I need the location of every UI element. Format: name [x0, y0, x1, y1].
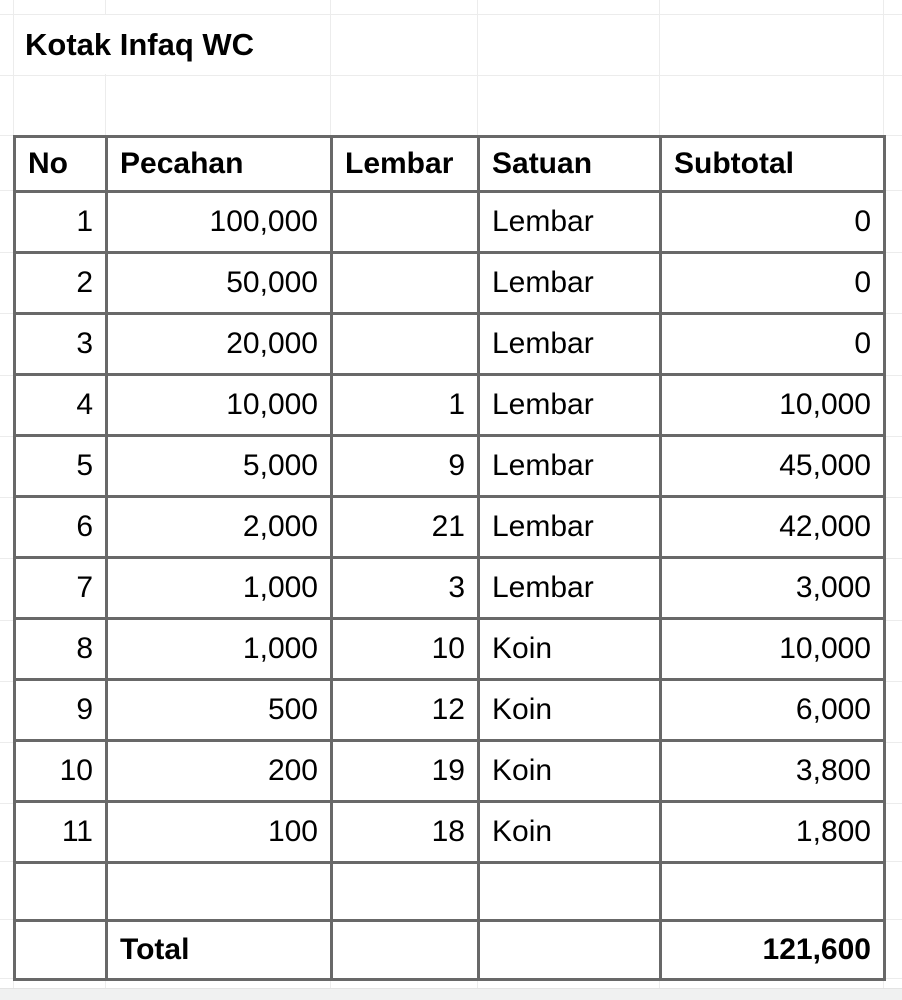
cell-subtotal[interactable]: 3,800 — [659, 739, 886, 803]
col-header-lembar[interactable]: Lembar — [330, 135, 480, 193]
cell-no[interactable]: 3 — [13, 312, 108, 376]
cell-pecahan[interactable]: 20,000 — [105, 312, 333, 376]
cell-satuan[interactable]: Lembar — [477, 251, 662, 315]
cell-pecahan[interactable]: 100 — [105, 800, 333, 864]
table-row: 8 1,000 10 Koin 10,000 — [13, 617, 886, 681]
table-row: 2 50,000 Lembar 0 — [13, 251, 886, 315]
cell-subtotal[interactable]: 45,000 — [659, 434, 886, 498]
cell-empty[interactable] — [13, 861, 108, 922]
cell-satuan[interactable]: Lembar — [477, 190, 662, 254]
cell-subtotal[interactable]: 42,000 — [659, 495, 886, 559]
cell-no[interactable]: 9 — [13, 678, 108, 742]
cell-lembar[interactable] — [330, 251, 480, 315]
cell-satuan[interactable]: Lembar — [477, 556, 662, 620]
cell-no[interactable]: 1 — [13, 190, 108, 254]
cell-lembar[interactable]: 3 — [330, 556, 480, 620]
cell-no[interactable]: 7 — [13, 556, 108, 620]
cell-lembar[interactable]: 12 — [330, 678, 480, 742]
cell-satuan[interactable]: Lembar — [477, 495, 662, 559]
cell-empty[interactable] — [13, 919, 108, 981]
cell-no[interactable]: 2 — [13, 251, 108, 315]
cell-satuan[interactable]: Koin — [477, 739, 662, 803]
table-row: 10 200 19 Koin 3,800 — [13, 739, 886, 803]
cell-subtotal[interactable]: 0 — [659, 190, 886, 254]
gridline — [0, 75, 902, 76]
cell-subtotal[interactable]: 6,000 — [659, 678, 886, 742]
cell-lembar[interactable]: 1 — [330, 373, 480, 437]
cell-subtotal[interactable]: 10,000 — [659, 373, 886, 437]
cell-subtotal[interactable]: 1,800 — [659, 800, 886, 864]
table-row-empty — [13, 861, 886, 922]
sheet-bottom-edge — [0, 988, 902, 1000]
cell-pecahan[interactable]: 1,000 — [105, 617, 333, 681]
table-row: 6 2,000 21 Lembar 42,000 — [13, 495, 886, 559]
col-header-pecahan[interactable]: Pecahan — [105, 135, 333, 193]
cell-empty[interactable] — [330, 919, 480, 981]
table-row: 7 1,000 3 Lembar 3,000 — [13, 556, 886, 620]
cell-empty[interactable] — [477, 861, 662, 922]
cell-lembar[interactable]: 10 — [330, 617, 480, 681]
cell-no[interactable]: 6 — [13, 495, 108, 559]
cell-subtotal[interactable]: 3,000 — [659, 556, 886, 620]
table-row-total: Total 121,600 — [13, 919, 886, 981]
cell-pecahan[interactable]: 200 — [105, 739, 333, 803]
table-row: 9 500 12 Koin 6,000 — [13, 678, 886, 742]
cell-satuan[interactable]: Lembar — [477, 434, 662, 498]
cell-pecahan[interactable]: 100,000 — [105, 190, 333, 254]
cell-subtotal[interactable]: 0 — [659, 312, 886, 376]
cell-satuan[interactable]: Koin — [477, 617, 662, 681]
sheet-title-cell[interactable]: Kotak Infaq WC — [14, 15, 329, 74]
cell-pecahan[interactable]: 500 — [105, 678, 333, 742]
cell-pecahan[interactable]: 50,000 — [105, 251, 333, 315]
cell-no[interactable]: 11 — [13, 800, 108, 864]
table-row: 5 5,000 9 Lembar 45,000 — [13, 434, 886, 498]
cell-subtotal[interactable]: 0 — [659, 251, 886, 315]
cell-no[interactable]: 4 — [13, 373, 108, 437]
cell-satuan[interactable]: Lembar — [477, 312, 662, 376]
cell-satuan[interactable]: Lembar — [477, 373, 662, 437]
cell-empty[interactable] — [330, 861, 480, 922]
infaq-table: No Pecahan Lembar Satuan Subtotal 1 100,… — [13, 135, 886, 981]
table-row: 1 100,000 Lembar 0 — [13, 190, 886, 254]
col-header-satuan[interactable]: Satuan — [477, 135, 662, 193]
cell-total-label[interactable]: Total — [105, 919, 333, 981]
table-row: 11 100 18 Koin 1,800 — [13, 800, 886, 864]
cell-no[interactable]: 8 — [13, 617, 108, 681]
cell-lembar[interactable]: 21 — [330, 495, 480, 559]
cell-pecahan[interactable]: 5,000 — [105, 434, 333, 498]
cell-pecahan[interactable]: 2,000 — [105, 495, 333, 559]
cell-satuan[interactable]: Koin — [477, 800, 662, 864]
cell-no[interactable]: 5 — [13, 434, 108, 498]
cell-total-value[interactable]: 121,600 — [659, 919, 886, 981]
table-header-row: No Pecahan Lembar Satuan Subtotal — [13, 135, 886, 193]
cell-lembar[interactable] — [330, 312, 480, 376]
cell-lembar[interactable] — [330, 190, 480, 254]
cell-empty[interactable] — [659, 861, 886, 922]
cell-lembar[interactable]: 18 — [330, 800, 480, 864]
table-row: 4 10,000 1 Lembar 10,000 — [13, 373, 886, 437]
cell-lembar[interactable]: 19 — [330, 739, 480, 803]
cell-lembar[interactable]: 9 — [330, 434, 480, 498]
gridline — [0, 14, 902, 15]
cell-empty[interactable] — [105, 861, 333, 922]
cell-subtotal[interactable]: 10,000 — [659, 617, 886, 681]
cell-satuan[interactable]: Koin — [477, 678, 662, 742]
cell-empty[interactable] — [477, 919, 662, 981]
col-header-subtotal[interactable]: Subtotal — [659, 135, 886, 193]
col-header-no[interactable]: No — [13, 135, 108, 193]
cell-pecahan[interactable]: 1,000 — [105, 556, 333, 620]
table-row: 3 20,000 Lembar 0 — [13, 312, 886, 376]
cell-pecahan[interactable]: 10,000 — [105, 373, 333, 437]
cell-no[interactable]: 10 — [13, 739, 108, 803]
